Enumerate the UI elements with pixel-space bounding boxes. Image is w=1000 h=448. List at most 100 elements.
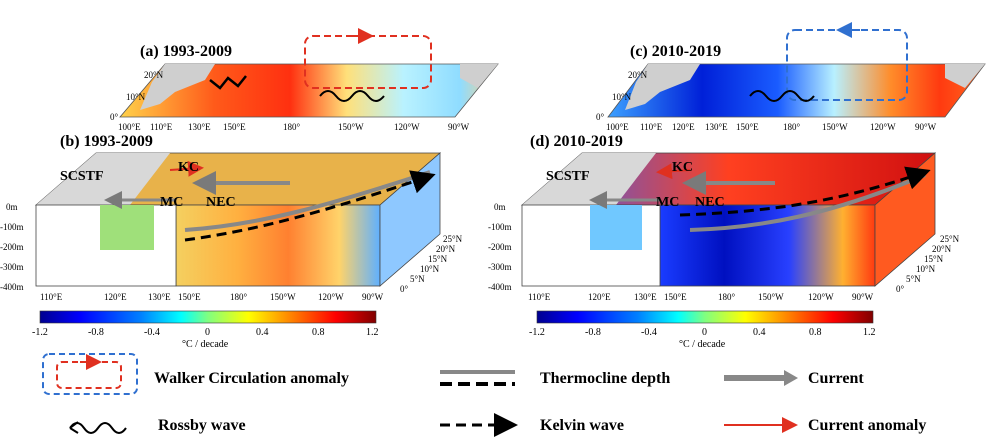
panel-d-lat-tick: 5°N bbox=[906, 274, 921, 284]
panel-b-lon-tick: 130°E bbox=[148, 292, 171, 302]
panel-a-lat-ticks: 20°N 10°N 0° bbox=[110, 70, 164, 122]
colorbar-left-tick: 0.8 bbox=[312, 327, 325, 338]
panel-c-lat-tick: 10°N bbox=[612, 92, 632, 102]
panel-d-current-scstf: SCSTF bbox=[546, 169, 590, 184]
panel-b-depth-tick: -400m bbox=[0, 282, 24, 292]
panel-c-lon-tick: 100°E bbox=[606, 122, 629, 132]
panel-b-lon-tick: 90°W bbox=[362, 292, 384, 302]
panel-d-current-nec: NEC bbox=[695, 195, 725, 210]
colorbar-left: -1.2 -0.8 -0.4 0 0.4 0.8 1.2 °C / decade bbox=[32, 310, 379, 350]
panel-b-lon-ticks: 110°E 120°E 130°E 150°E 180° 150°W 120°W… bbox=[40, 292, 384, 302]
panel-d-depth-tick: 0m bbox=[494, 202, 506, 212]
colorbar-left-tick: -1.2 bbox=[32, 327, 48, 338]
panel-c-lon-tick: 110°E bbox=[640, 122, 663, 132]
colorbar-right-tick: 0.4 bbox=[753, 327, 766, 338]
legend: Walker Circulation anomaly Thermocline d… bbox=[42, 353, 926, 437]
panel-d-lon-tick: 130°E bbox=[634, 292, 657, 302]
panel-a-lon-tick: 130°E bbox=[188, 122, 211, 132]
colorbar-left-tick: -0.8 bbox=[88, 327, 104, 338]
colorbar-left-unit: °C / decade bbox=[182, 339, 229, 350]
panel-b-lat-tick: 25°N bbox=[443, 234, 463, 244]
panel-c-walker-loop bbox=[786, 29, 908, 101]
panel-c-rossby-wave bbox=[749, 90, 815, 102]
panel-d-current-mc: MC bbox=[656, 195, 679, 210]
panel-a-lon-tick: 110°E bbox=[150, 122, 173, 132]
panel-c-lon-tick: 120°W bbox=[870, 122, 896, 132]
panel-c-lon-tick: 150°E bbox=[736, 122, 759, 132]
panel-a-lat-tick: 0° bbox=[110, 112, 119, 122]
colorbar-right: -1.2 -0.8 -0.4 0 0.4 0.8 1.2 °C / decade bbox=[529, 310, 876, 350]
panel-d-front-face bbox=[659, 204, 876, 287]
panel-b-current-mc: MC bbox=[160, 195, 183, 210]
panel-d-lat-tick: 0° bbox=[896, 284, 905, 294]
panel-b-current-scstf: SCSTF bbox=[60, 169, 104, 184]
legend-walker-red-loop-icon bbox=[56, 361, 122, 389]
panel-c-lat-tick: 0° bbox=[596, 112, 605, 122]
colorbar-left-tick: 0 bbox=[205, 327, 210, 338]
panel-d-lon-tick: 150°W bbox=[758, 292, 784, 302]
panel-d-lon-tick: 90°W bbox=[852, 292, 874, 302]
colorbar-left-tick: 1.2 bbox=[366, 327, 379, 338]
colorbar-right-tick: 1.2 bbox=[863, 327, 876, 338]
panel-b-lat-ticks: 25°N 20°N 15°N 10°N 5°N 0° bbox=[400, 234, 463, 294]
panel-c-lon-tick: 150°W bbox=[822, 122, 848, 132]
legend-rossby-arrow-icon bbox=[69, 421, 79, 434]
panel-b-lon-tick: 150°E bbox=[178, 292, 201, 302]
panel-b-scs-section bbox=[100, 205, 154, 250]
legend-kelvin-label: Kelvin wave bbox=[540, 417, 624, 434]
colorbar-right-tick: -1.2 bbox=[529, 327, 545, 338]
panel-c-lon-ticks: 100°E 110°E 120°E 130°E 150°E 180° 150°W… bbox=[606, 122, 937, 132]
panel-b-lat-tick: 15°N bbox=[428, 254, 448, 264]
panel-c-lat-tick: 20°N bbox=[628, 70, 648, 80]
panel-b-lat-tick: 0° bbox=[400, 284, 409, 294]
colorbar-right-tick: -0.4 bbox=[641, 327, 657, 338]
panel-d-lon-ticks: 110°E 120°E 130°E 150°E 180° 150°W 120°W… bbox=[528, 292, 874, 302]
panel-d-lon-tick: 110°E bbox=[528, 292, 551, 302]
panel-a-land-asia bbox=[140, 64, 215, 110]
panel-c: (c) 2010-2019 100°E 110°E 120°E 130°E 15… bbox=[596, 22, 986, 132]
panel-d-depth-tick: -300m bbox=[488, 262, 512, 272]
panel-b-land-top bbox=[36, 153, 170, 205]
panel-b-current-kc: KC bbox=[178, 160, 199, 175]
panel-c-lon-tick: 130°E bbox=[705, 122, 728, 132]
panel-a-lon-tick: 150°W bbox=[338, 122, 364, 132]
panel-d-lat-tick: 10°N bbox=[916, 264, 936, 274]
panel-a-map bbox=[119, 63, 499, 118]
panel-a-rossby-wave bbox=[319, 90, 385, 102]
panel-b-lat-tick: 5°N bbox=[410, 274, 425, 284]
colorbar-right-scale bbox=[536, 310, 874, 324]
panel-b-kelvin-wave bbox=[184, 170, 436, 242]
colorbar-right-tick: 0 bbox=[702, 327, 707, 338]
colorbar-left-scale bbox=[39, 310, 377, 324]
panel-b-lat-tick: 20°N bbox=[436, 244, 456, 254]
panel-d-lat-tick: 25°N bbox=[940, 234, 960, 244]
panel-c-title: (c) 2010-2019 bbox=[630, 43, 721, 60]
panel-d-scs-section bbox=[590, 205, 642, 250]
panel-c-lon-tick: 120°E bbox=[672, 122, 695, 132]
legend-walker-label: Walker Circulation anomaly bbox=[154, 370, 349, 387]
colorbar-right-unit: °C / decade bbox=[679, 339, 726, 350]
panel-d-depth-tick: -400m bbox=[488, 282, 512, 292]
panel-c-lon-tick: 90°W bbox=[915, 122, 937, 132]
panel-d-depth-ticks: 0m -100m -200m -300m -400m bbox=[488, 202, 512, 292]
panel-b-front-face bbox=[175, 204, 381, 287]
panel-d-current-kc: KC bbox=[672, 160, 693, 175]
legend-current-label: Current bbox=[808, 370, 864, 387]
panel-d-lat-ticks: 25°N 20°N 15°N 10°N 5°N 0° bbox=[896, 234, 960, 294]
panel-c-map bbox=[607, 63, 986, 118]
panel-b-lon-tick: 120°W bbox=[318, 292, 344, 302]
panel-d-lon-tick: 180° bbox=[718, 292, 736, 302]
panel-b-depth-tick: -200m bbox=[0, 242, 24, 252]
panel-c-lon-tick: 180° bbox=[783, 122, 801, 132]
panel-d-title: (d) 2010-2019 bbox=[530, 133, 623, 150]
panel-d-thermocline-line bbox=[689, 173, 926, 232]
panel-d-depth-tick: -200m bbox=[488, 242, 512, 252]
colorbar-right-tick: -0.8 bbox=[585, 327, 601, 338]
panel-b-depth-tick: 0m bbox=[6, 202, 18, 212]
panel-b-lon-tick: 120°E bbox=[104, 292, 127, 302]
panel-b-lon-tick: 150°W bbox=[270, 292, 296, 302]
panel-c-land-america bbox=[945, 64, 985, 88]
panel-b-lat-tick: 10°N bbox=[420, 264, 440, 274]
legend-current-arrowhead-icon bbox=[784, 370, 798, 386]
panel-c-lat-ticks: 20°N 10°N 0° bbox=[596, 70, 648, 122]
